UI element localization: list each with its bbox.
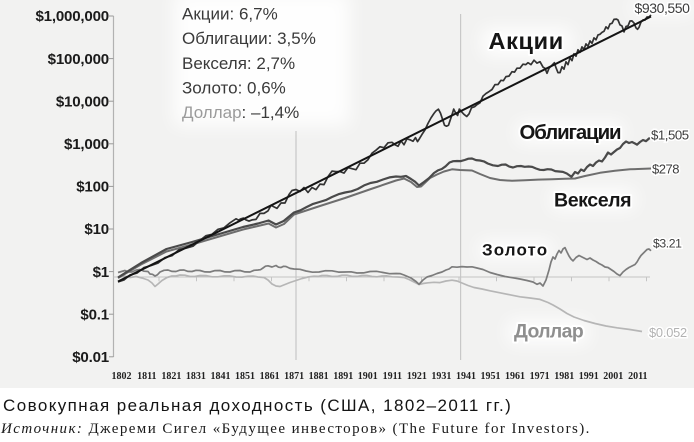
svg-text:Золото: 0,6%: Золото: 0,6%	[182, 79, 286, 98]
svg-text:$1: $1	[93, 264, 109, 281]
svg-text:1911: 1911	[383, 371, 402, 382]
svg-text:1921: 1921	[407, 371, 427, 382]
svg-text:Доллар: –1,4%: Доллар: –1,4%	[182, 103, 299, 122]
svg-text:$1,000,000: $1,000,000	[35, 8, 109, 25]
svg-text:1961: 1961	[505, 371, 525, 382]
svg-text:1941: 1941	[456, 371, 476, 382]
svg-text:$100: $100	[76, 179, 109, 196]
svg-text:2011: 2011	[628, 371, 647, 382]
svg-text:Облигации: 3,5%: Облигации: 3,5%	[182, 29, 316, 48]
svg-text:Акции: Акции	[489, 28, 564, 54]
svg-text:1841: 1841	[211, 371, 231, 382]
svg-text:Векселя: 2,7%: Векселя: 2,7%	[182, 54, 295, 73]
svg-text:1971: 1971	[530, 371, 550, 382]
svg-text:1991: 1991	[579, 371, 599, 382]
svg-text:$10: $10	[84, 221, 109, 238]
svg-text:1831: 1831	[186, 371, 206, 382]
svg-text:Облигации: Облигации	[520, 122, 622, 144]
svg-text:1891: 1891	[333, 371, 353, 382]
svg-text:$0.1: $0.1	[80, 306, 109, 323]
svg-text:$1,000: $1,000	[64, 136, 109, 153]
svg-text:1901: 1901	[358, 371, 378, 382]
svg-text:1881: 1881	[309, 371, 329, 382]
svg-text:Золото: Золото	[482, 241, 548, 260]
svg-text:$1,505: $1,505	[651, 128, 689, 143]
svg-text:1802: 1802	[112, 371, 132, 382]
svg-text:$100,000: $100,000	[48, 51, 109, 68]
svg-text:$0.01: $0.01	[72, 349, 109, 366]
svg-text:1981: 1981	[554, 371, 574, 382]
svg-text:1931: 1931	[431, 371, 451, 382]
svg-text:1811: 1811	[137, 371, 156, 382]
svg-text:1821: 1821	[161, 371, 181, 382]
svg-text:Доллар: Доллар	[514, 321, 584, 343]
svg-text:$930,550: $930,550	[635, 0, 691, 16]
svg-text:Векселя: Векселя	[554, 190, 631, 212]
svg-text:1871: 1871	[284, 371, 304, 382]
svg-text:$10,000: $10,000	[56, 93, 109, 110]
svg-text:$3.21: $3.21	[653, 237, 682, 251]
svg-text:1951: 1951	[481, 371, 501, 382]
svg-text:$278: $278	[652, 162, 679, 177]
svg-text:1851: 1851	[235, 371, 255, 382]
svg-text:1861: 1861	[260, 371, 280, 382]
svg-text:2001: 2001	[603, 371, 623, 382]
svg-text:$0.052: $0.052	[649, 325, 687, 340]
svg-text:Акции: 6,7%: Акции: 6,7%	[182, 4, 278, 23]
